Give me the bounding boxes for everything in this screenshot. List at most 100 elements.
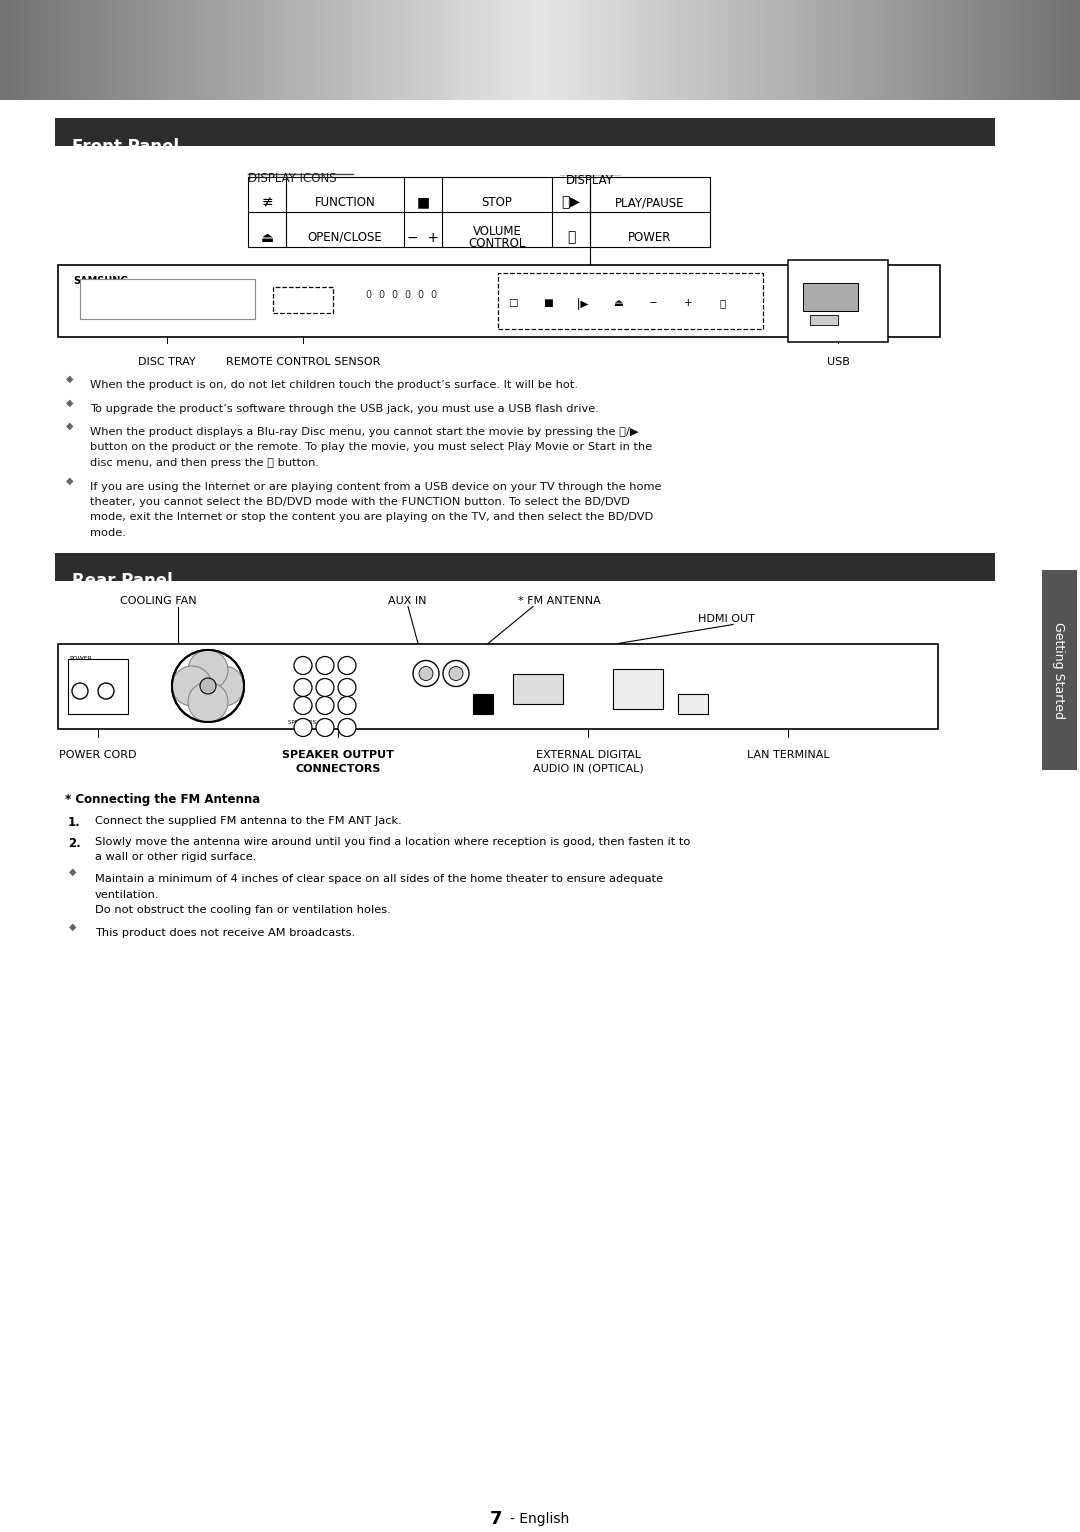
- Text: 0: 0: [365, 290, 372, 300]
- Circle shape: [443, 660, 469, 686]
- Text: −  +: − +: [407, 230, 438, 245]
- Bar: [432, 0, 443, 100]
- Bar: [285, 0, 296, 100]
- Bar: [788, 260, 888, 342]
- Bar: [923, 0, 934, 100]
- Bar: [569, 0, 580, 100]
- Bar: [707, 0, 718, 100]
- Circle shape: [419, 666, 433, 680]
- Text: AUDIO IN (OPTICAL): AUDIO IN (OPTICAL): [532, 763, 644, 774]
- Bar: [216, 0, 227, 100]
- Text: DISPLAY: DISPLAY: [566, 175, 613, 187]
- Bar: [874, 0, 885, 100]
- Text: Front Panel: Front Panel: [72, 138, 179, 156]
- Bar: [982, 0, 993, 100]
- Text: EXTERNAL DIGITAL: EXTERNAL DIGITAL: [536, 751, 640, 760]
- Circle shape: [316, 697, 334, 714]
- Bar: [775, 0, 786, 100]
- Text: VOLUME: VOLUME: [473, 225, 522, 237]
- Text: Getting Started: Getting Started: [1053, 622, 1066, 719]
- Bar: [80, 279, 255, 319]
- Bar: [275, 0, 286, 100]
- Bar: [157, 0, 167, 100]
- Circle shape: [413, 660, 438, 686]
- Text: ◆: ◆: [66, 397, 73, 408]
- Bar: [727, 0, 738, 100]
- Text: PLAY/PAUSE: PLAY/PAUSE: [616, 196, 685, 208]
- Text: ◆: ◆: [66, 475, 73, 486]
- Circle shape: [172, 666, 212, 706]
- Bar: [69, 0, 80, 100]
- Bar: [972, 0, 983, 100]
- Text: +: +: [684, 299, 692, 308]
- Bar: [89, 0, 99, 100]
- Bar: [324, 0, 335, 100]
- Bar: [108, 0, 119, 100]
- Circle shape: [294, 679, 312, 697]
- Bar: [835, 0, 846, 100]
- Bar: [511, 0, 522, 100]
- Bar: [815, 0, 826, 100]
- Text: SPEAKERS OUT: SPEAKERS OUT: [288, 720, 329, 726]
- Circle shape: [449, 666, 463, 680]
- Bar: [265, 0, 275, 100]
- Text: POWER CORD: POWER CORD: [59, 751, 137, 760]
- Bar: [187, 0, 198, 100]
- Bar: [638, 0, 649, 100]
- Circle shape: [188, 650, 228, 689]
- Bar: [810, 316, 838, 325]
- Text: This product does not receive AM broadcasts.: This product does not receive AM broadca…: [95, 928, 355, 939]
- Text: Connect the supplied FM antenna to the FM ANT Jack.: Connect the supplied FM antenna to the F…: [95, 815, 402, 826]
- Text: 0: 0: [404, 290, 410, 300]
- Bar: [550, 0, 561, 100]
- Bar: [353, 0, 364, 100]
- Bar: [599, 0, 610, 100]
- Text: REMOTE CONTROL SENSOR: REMOTE CONTROL SENSOR: [226, 357, 380, 368]
- Bar: [658, 0, 669, 100]
- Bar: [55, 118, 995, 146]
- Bar: [913, 0, 923, 100]
- Bar: [127, 0, 138, 100]
- Bar: [79, 0, 90, 100]
- Bar: [58, 265, 940, 337]
- Bar: [530, 0, 541, 100]
- Bar: [687, 0, 698, 100]
- Text: CONNECTORS: CONNECTORS: [295, 763, 380, 774]
- Bar: [697, 0, 707, 100]
- Text: CONTROL: CONTROL: [469, 237, 526, 250]
- Circle shape: [72, 683, 87, 699]
- Text: ◆: ◆: [66, 421, 73, 430]
- Bar: [167, 0, 178, 100]
- Text: ⎮▶: ⎮▶: [577, 297, 590, 309]
- Bar: [579, 0, 590, 100]
- Bar: [498, 273, 762, 329]
- Bar: [68, 659, 129, 714]
- Text: SAMSUNG: SAMSUNG: [73, 276, 129, 286]
- Text: STOP: STOP: [482, 196, 512, 208]
- Text: 7: 7: [490, 1511, 502, 1527]
- Text: mode.: mode.: [90, 529, 126, 538]
- Bar: [197, 0, 207, 100]
- Bar: [363, 0, 374, 100]
- Bar: [393, 0, 404, 100]
- Bar: [737, 0, 747, 100]
- Text: Maintain a minimum of 4 inches of clear space on all sides of the home theater t: Maintain a minimum of 4 inches of clear …: [95, 873, 663, 884]
- Bar: [795, 0, 806, 100]
- Bar: [245, 0, 256, 100]
- Text: USB: USB: [826, 357, 850, 368]
- Bar: [1070, 0, 1080, 100]
- Text: button on the product or the remote. To play the movie, you must select Play Mov: button on the product or the remote. To …: [90, 443, 652, 452]
- Bar: [10, 0, 21, 100]
- Bar: [1051, 0, 1062, 100]
- Circle shape: [294, 657, 312, 674]
- Circle shape: [316, 657, 334, 674]
- Text: POWER: POWER: [629, 231, 672, 244]
- Bar: [678, 694, 708, 714]
- Text: 0: 0: [378, 290, 384, 300]
- Bar: [991, 0, 1002, 100]
- Bar: [648, 0, 659, 100]
- Bar: [314, 0, 325, 100]
- Text: □: □: [508, 299, 518, 308]
- Circle shape: [188, 682, 228, 722]
- Text: * Connecting the FM Antenna: * Connecting the FM Antenna: [65, 792, 260, 806]
